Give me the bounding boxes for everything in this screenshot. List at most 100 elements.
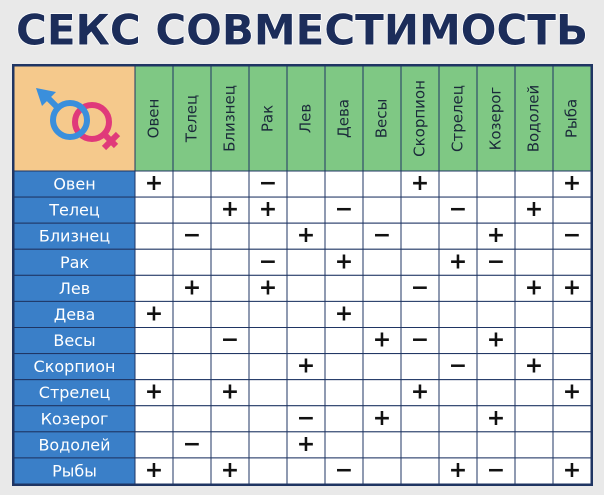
cell — [514, 196, 554, 224]
cell — [476, 431, 516, 459]
cell — [514, 300, 554, 328]
cell-mark: + — [145, 380, 163, 405]
cell-mark: + — [145, 301, 163, 326]
cell-mark: + — [563, 380, 581, 405]
cell — [514, 353, 554, 381]
row-header — [13, 431, 136, 459]
cell — [552, 379, 592, 407]
cell — [286, 300, 326, 328]
cell — [552, 170, 592, 198]
cell-mark: + — [487, 406, 505, 431]
cell — [248, 431, 288, 459]
cell-mark: − — [335, 458, 353, 483]
cell — [134, 274, 174, 302]
column-header — [324, 65, 364, 172]
cell — [286, 196, 326, 224]
cell — [324, 353, 364, 381]
cell — [552, 327, 592, 355]
cell — [514, 327, 554, 355]
cell-mark: + — [487, 223, 505, 248]
row-label: Скорпион — [34, 357, 116, 376]
column-label: Скорпион — [411, 80, 429, 157]
column-label: Телец — [183, 95, 201, 143]
cell — [400, 222, 440, 250]
cell — [324, 170, 364, 198]
cell — [400, 170, 440, 198]
cell — [210, 327, 250, 355]
cell — [286, 379, 326, 407]
row-header — [13, 353, 136, 381]
cell-mark: − — [449, 197, 467, 222]
cell — [248, 379, 288, 407]
row-header — [13, 170, 136, 198]
cell-mark: + — [563, 458, 581, 483]
cell — [476, 300, 516, 328]
cell — [324, 300, 364, 328]
cell — [476, 196, 516, 224]
cell-mark: + — [563, 275, 581, 300]
cell — [172, 405, 212, 433]
cell — [362, 222, 402, 250]
column-header — [248, 65, 288, 172]
cell — [552, 248, 592, 276]
row-header — [13, 222, 136, 250]
cell — [362, 274, 402, 302]
column-label: Стрелец — [449, 85, 467, 152]
cell — [400, 196, 440, 224]
female-symbol — [72, 102, 112, 142]
cell — [400, 353, 440, 381]
cell — [210, 300, 250, 328]
cell — [324, 274, 364, 302]
table: Овен Телец Близнец Рак Лев Дева Весы Скорпион Ст… — [12, 64, 593, 486]
cell-mark: + — [449, 249, 467, 274]
cell — [552, 457, 592, 485]
cell — [210, 274, 250, 302]
cell — [476, 170, 516, 198]
cell — [362, 353, 402, 381]
cell — [286, 431, 326, 459]
column-label: Рак — [259, 105, 277, 132]
cell — [438, 300, 478, 328]
row-label: Водолей — [38, 435, 110, 454]
row-label: Телец — [48, 201, 100, 220]
cell-mark: − — [335, 197, 353, 222]
cell — [552, 196, 592, 224]
cell-mark: − — [373, 223, 391, 248]
row-label: Лев — [59, 279, 90, 298]
cell — [134, 405, 174, 433]
cell — [248, 353, 288, 381]
cell-mark: + — [563, 171, 581, 196]
row-header — [13, 327, 136, 355]
cell — [248, 457, 288, 485]
cell — [552, 353, 592, 381]
cell — [362, 170, 402, 198]
cell — [134, 248, 174, 276]
cell — [552, 431, 592, 459]
cell — [514, 457, 554, 485]
cell-mark: + — [259, 197, 277, 222]
cell — [286, 248, 326, 276]
row-label: Рыбы — [52, 461, 97, 480]
column-header — [476, 65, 516, 172]
cell-mark: + — [221, 458, 239, 483]
cell — [438, 327, 478, 355]
cell-mark: + — [145, 458, 163, 483]
cell-mark: + — [373, 328, 391, 353]
row-label: Козерог — [41, 409, 109, 428]
cell — [362, 327, 402, 355]
cell — [248, 300, 288, 328]
column-label: Весы — [373, 99, 391, 139]
cell-mark: − — [297, 406, 315, 431]
cell — [552, 300, 592, 328]
cell-mark: + — [373, 406, 391, 431]
cell-mark: + — [335, 249, 353, 274]
cell — [552, 222, 592, 250]
cell-mark: − — [411, 275, 429, 300]
cell-mark: + — [525, 197, 543, 222]
cell — [286, 327, 326, 355]
cell-mark: + — [525, 275, 543, 300]
cell — [210, 379, 250, 407]
cell — [248, 405, 288, 433]
cell — [438, 457, 478, 485]
